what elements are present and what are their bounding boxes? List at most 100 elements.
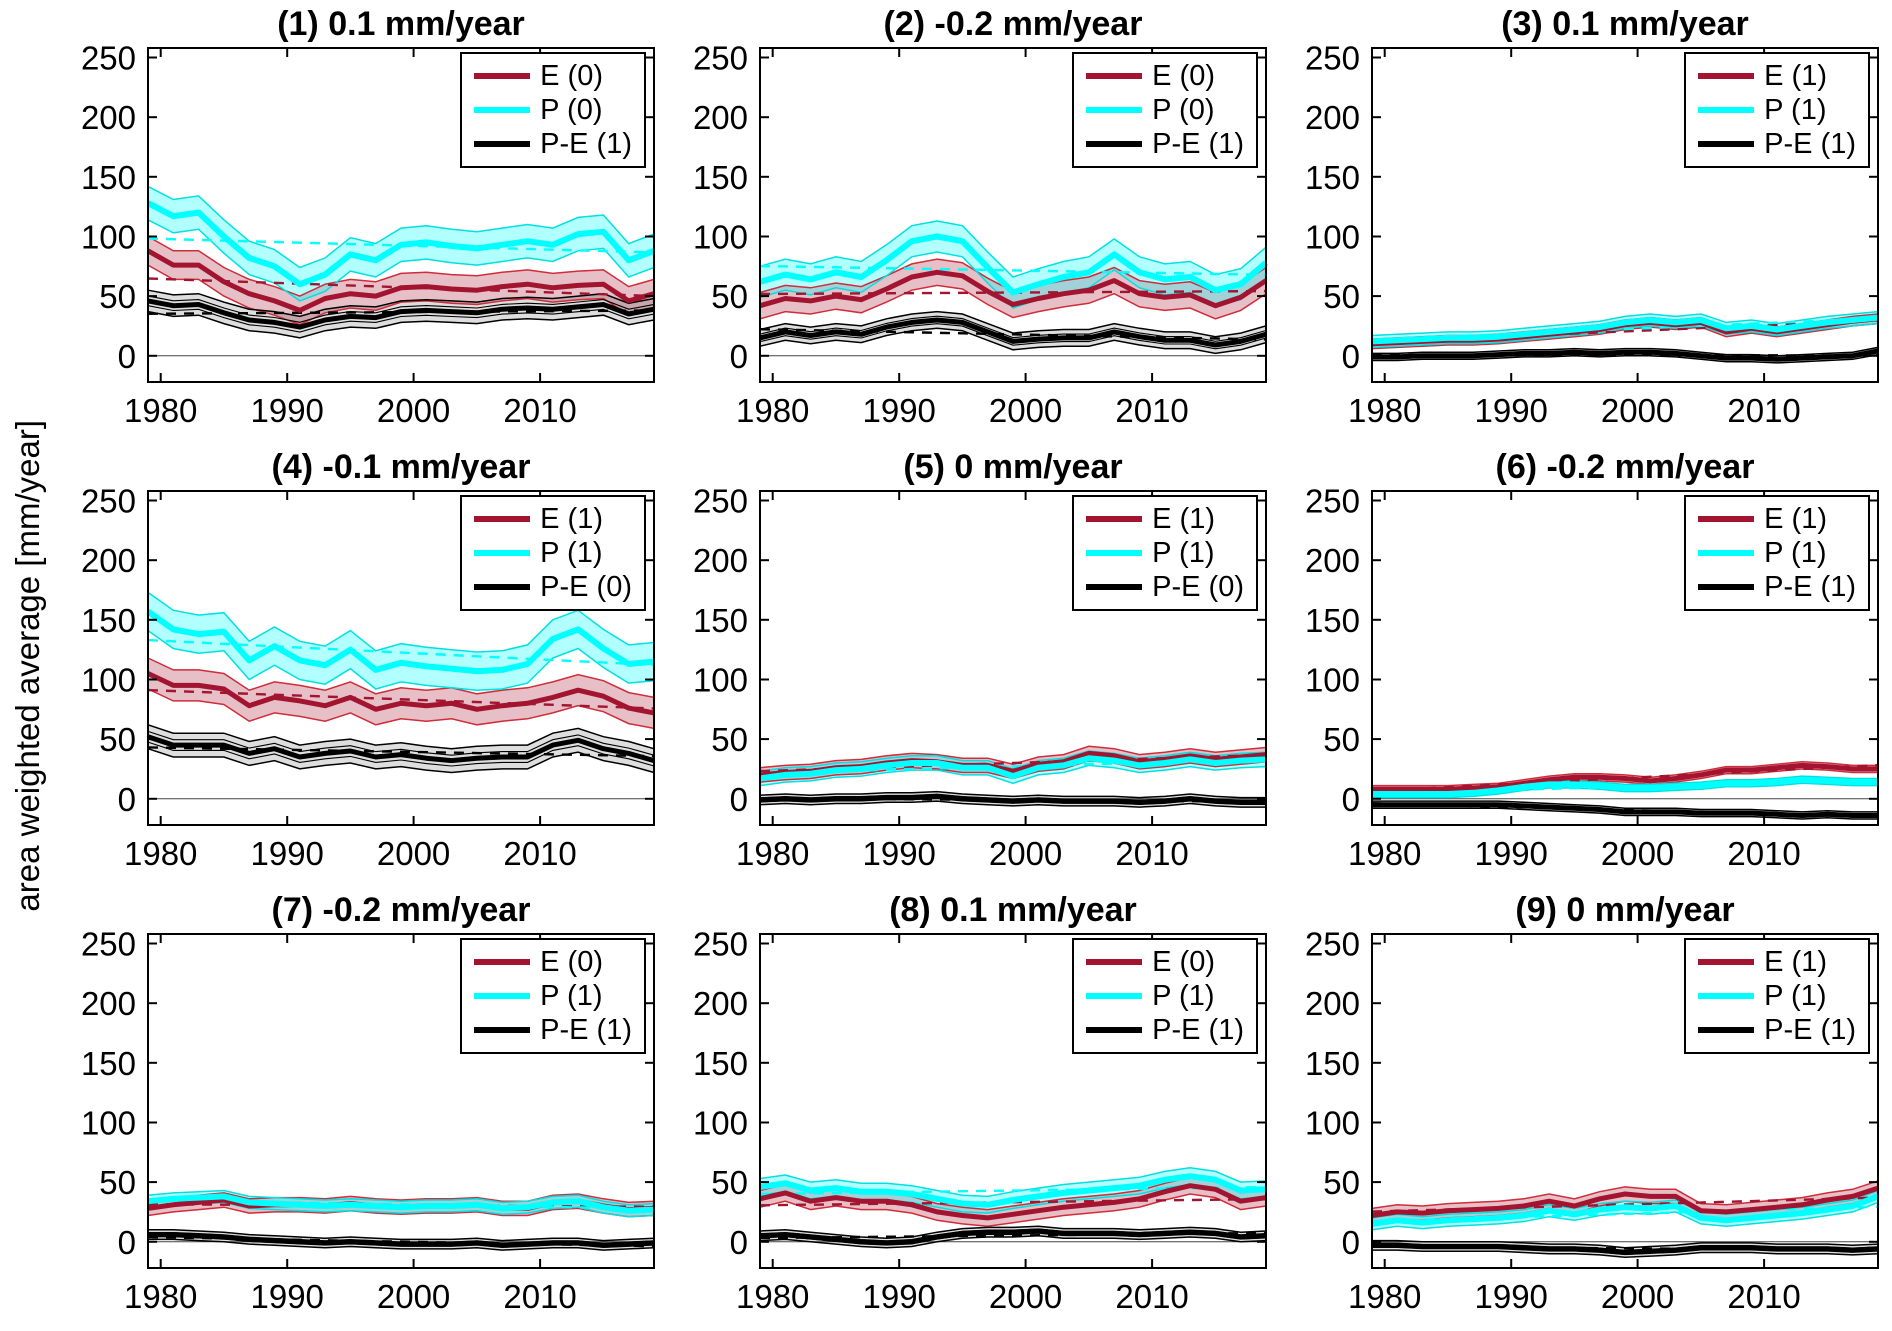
svg-text:0: 0 <box>1342 781 1360 818</box>
legend-label: P-E (1) <box>1764 570 1856 603</box>
svg-text:200: 200 <box>693 542 748 579</box>
svg-text:2010: 2010 <box>1115 1278 1188 1315</box>
panel-5-plot-area: 1980 1990 2000 2010 0 50 100 150 200 250 E (1) P … <box>668 483 1280 886</box>
p-line-swatch <box>1698 993 1755 999</box>
svg-text:1980: 1980 <box>1348 835 1421 872</box>
panel-2-plot-area: 1980 1990 2000 2010 0 50 100 150 200 250 E (0) P … <box>668 40 1280 443</box>
legend-label: P (1) <box>1152 536 1215 569</box>
svg-text:1990: 1990 <box>862 1278 935 1315</box>
svg-text:200: 200 <box>693 985 748 1022</box>
svg-text:2000: 2000 <box>1601 835 1674 872</box>
pe-line-swatch <box>1698 584 1755 590</box>
svg-text:250: 250 <box>1305 483 1360 520</box>
svg-text:50: 50 <box>1323 721 1360 758</box>
panel-6-title: (6) -0.2 mm/year <box>1495 448 1755 486</box>
svg-text:150: 150 <box>81 1045 136 1082</box>
legend-entry-pe: P-E (1) <box>1086 1013 1244 1047</box>
panel-2: (2) -0.2 mm/year 1980 1990 2000 2010 0 50 100 1… <box>668 0 1280 443</box>
panel-8-title: (8) 0.1 mm/year <box>889 891 1137 929</box>
svg-text:1990: 1990 <box>862 392 935 429</box>
panel-6: (6) -0.2 mm/year 1980 1990 2000 2010 0 50 100 1… <box>1280 443 1892 886</box>
svg-text:200: 200 <box>81 985 136 1022</box>
svg-text:2000: 2000 <box>989 835 1062 872</box>
panel-5: (5) 0 mm/year 1980 1990 2000 2010 0 50 100 150 2… <box>668 443 1280 886</box>
svg-text:50: 50 <box>1323 278 1360 315</box>
e-line-swatch <box>1086 959 1143 965</box>
svg-text:1980: 1980 <box>124 1278 197 1315</box>
pe-line-swatch <box>474 584 531 590</box>
svg-text:2000: 2000 <box>377 835 450 872</box>
svg-text:0: 0 <box>730 1224 748 1261</box>
pe-line-swatch <box>1086 584 1143 590</box>
svg-text:100: 100 <box>693 219 748 256</box>
svg-text:250: 250 <box>693 926 748 963</box>
e-line-swatch <box>474 516 531 522</box>
pe-line-swatch <box>1086 141 1143 147</box>
pe-line-swatch <box>1698 141 1755 147</box>
legend-entry-p: P (1) <box>1086 536 1244 570</box>
panel-7-legend: E (0) P (1) P-E (1) <box>460 938 646 1054</box>
svg-text:150: 150 <box>693 602 748 639</box>
panel-3-plot-canvas: 1980 1990 2000 2010 0 50 100 150 200 250 <box>1305 40 1879 429</box>
legend-entry-e: E (0) <box>474 945 632 979</box>
legend-entry-e: E (1) <box>1698 502 1856 536</box>
svg-text:1990: 1990 <box>250 1278 323 1315</box>
svg-text:1980: 1980 <box>1348 392 1421 429</box>
panel-1: (1) 0.1 mm/year 1980 1990 2000 2010 0 50 100 15… <box>56 0 668 443</box>
panel-3-plot-area: 1980 1990 2000 2010 0 50 100 150 200 250 E (1) P … <box>1280 40 1892 443</box>
p-line-swatch <box>474 993 531 999</box>
legend-entry-pe: P-E (1) <box>1698 1013 1856 1047</box>
svg-text:50: 50 <box>99 721 136 758</box>
svg-text:2010: 2010 <box>1115 392 1188 429</box>
svg-text:100: 100 <box>81 219 136 256</box>
panel-8-plot-area: 1980 1990 2000 2010 0 50 100 150 200 250 E (0) P … <box>668 926 1280 1329</box>
svg-text:2000: 2000 <box>1601 392 1674 429</box>
e-line-swatch <box>474 959 531 965</box>
svg-text:200: 200 <box>1305 542 1360 579</box>
legend-entry-pe: P-E (1) <box>1698 127 1856 161</box>
legend-label: P (1) <box>1764 536 1827 569</box>
svg-text:1980: 1980 <box>736 392 809 429</box>
legend-label: E (0) <box>540 59 603 92</box>
svg-text:2000: 2000 <box>1601 1278 1674 1315</box>
svg-text:100: 100 <box>1305 219 1360 256</box>
panel-2-title: (2) -0.2 mm/year <box>883 5 1143 43</box>
svg-text:1990: 1990 <box>250 392 323 429</box>
svg-text:250: 250 <box>693 40 748 77</box>
svg-text:200: 200 <box>1305 985 1360 1022</box>
svg-text:100: 100 <box>1305 1105 1360 1142</box>
svg-text:200: 200 <box>693 99 748 136</box>
legend-entry-pe: P-E (1) <box>474 127 632 161</box>
panel-8-legend: E (0) P (1) P-E (1) <box>1072 938 1258 1054</box>
panel-2-plot-canvas: 1980 1990 2000 2010 0 50 100 150 200 250 <box>693 40 1268 429</box>
svg-text:1980: 1980 <box>736 835 809 872</box>
legend-entry-p: P (0) <box>474 93 632 127</box>
legend-label: E (0) <box>540 945 603 978</box>
legend-label: E (1) <box>1764 59 1827 92</box>
legend-label: P-E (0) <box>540 570 632 603</box>
svg-text:250: 250 <box>693 483 748 520</box>
panel-3: (3) 0.1 mm/year 1980 1990 2000 2010 0 50 100 15… <box>1280 0 1892 443</box>
legend-label: E (1) <box>1764 945 1827 978</box>
legend-label: P (1) <box>540 979 603 1012</box>
svg-text:1990: 1990 <box>250 835 323 872</box>
svg-text:50: 50 <box>99 278 136 315</box>
svg-text:150: 150 <box>1305 1045 1360 1082</box>
panel-5-legend: E (1) P (1) P-E (0) <box>1072 495 1258 611</box>
legend-label: P (1) <box>540 536 603 569</box>
panel-6-plot-area: 1980 1990 2000 2010 0 50 100 150 200 250 E (1) P … <box>1280 483 1892 886</box>
pe-line-swatch <box>1698 1027 1755 1033</box>
panel-6-plot-canvas: 1980 1990 2000 2010 0 50 100 150 200 250 <box>1305 483 1879 872</box>
svg-text:2000: 2000 <box>989 392 1062 429</box>
svg-text:0: 0 <box>118 781 136 818</box>
svg-text:250: 250 <box>81 483 136 520</box>
panel-2-legend: E (0) P (0) P-E (1) <box>1072 52 1258 168</box>
legend-label: P (0) <box>540 93 603 126</box>
e-line-swatch <box>1086 73 1143 79</box>
panel-9-title: (9) 0 mm/year <box>1515 891 1735 929</box>
svg-text:100: 100 <box>1305 662 1360 699</box>
legend-entry-e: E (1) <box>1698 945 1856 979</box>
svg-text:100: 100 <box>693 662 748 699</box>
svg-text:0: 0 <box>1342 1224 1360 1261</box>
svg-text:1990: 1990 <box>1474 1278 1547 1315</box>
